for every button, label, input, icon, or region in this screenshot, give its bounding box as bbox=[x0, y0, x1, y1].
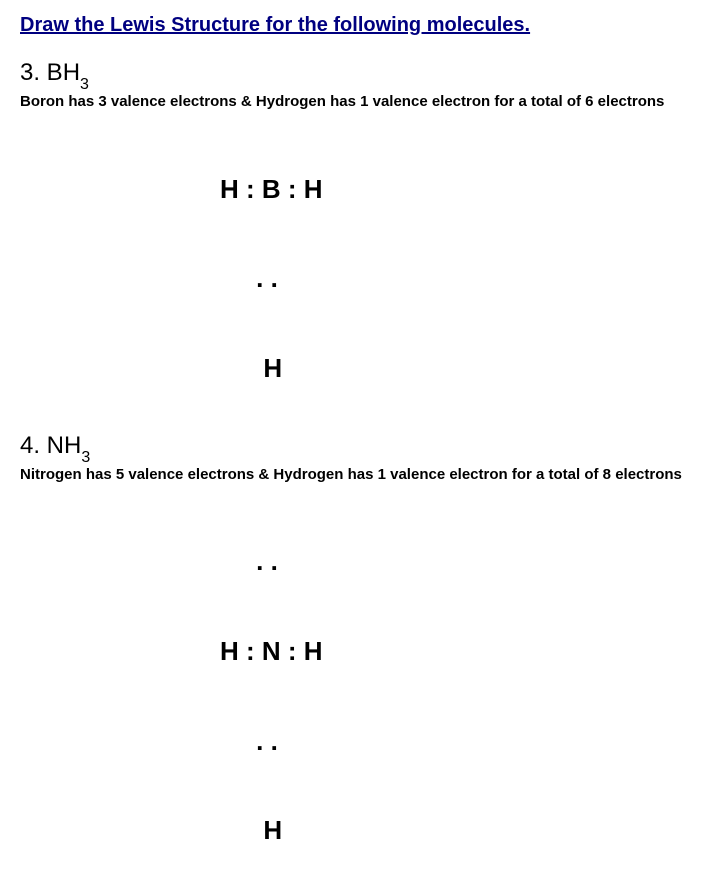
lewis-row: . . bbox=[220, 264, 700, 294]
problem-4-prefix: 4. NH bbox=[20, 432, 81, 459]
lewis-row: H bbox=[220, 816, 700, 846]
problem-3-subscript: 3 bbox=[80, 76, 89, 93]
problem-4-lewis: . . H : N : H . . H bbox=[220, 488, 700, 876]
problem-4-description: Nitrogen has 5 valence electrons & Hydro… bbox=[20, 466, 700, 484]
problem-4-subscript: 3 bbox=[81, 449, 90, 466]
lewis-row: . . bbox=[220, 547, 700, 577]
lewis-row: H bbox=[220, 354, 700, 384]
problem-3-description: Boron has 3 valence electrons & Hydrogen… bbox=[20, 93, 700, 111]
problem-3-lewis: H : B : H . . H bbox=[220, 115, 700, 414]
problem-4-heading: 4. NH3 bbox=[20, 432, 700, 464]
page-title: Draw the Lewis Structure for the followi… bbox=[20, 14, 700, 37]
problem-3-prefix: 3. BH bbox=[20, 59, 80, 86]
lewis-row: H : N : H bbox=[220, 637, 700, 667]
lewis-row: H : B : H bbox=[220, 175, 700, 205]
problem-3-heading: 3. BH3 bbox=[20, 59, 700, 91]
lewis-row: . . bbox=[220, 727, 700, 757]
